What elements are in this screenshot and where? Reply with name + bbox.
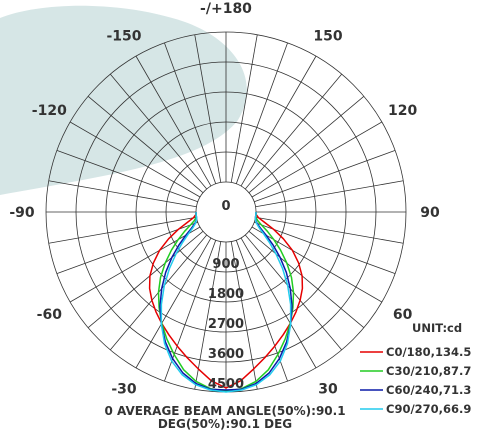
grid-spoke	[135, 55, 212, 187]
legend-entry-label: C60/240,71.3	[386, 383, 471, 397]
grid-spoke	[230, 34, 258, 183]
legend: UNIT:cd C0/180,134.5 C30/210,87.7 C60/240,…	[360, 321, 471, 416]
angle-tick-label: -120	[32, 103, 67, 119]
grid-spoke	[255, 180, 404, 208]
angle-tick-label: 90	[420, 205, 440, 221]
grid-spoke	[56, 221, 198, 274]
series-curve	[159, 211, 293, 391]
grid-spoke	[69, 121, 201, 198]
angle-tick-label: -60	[37, 307, 63, 323]
grid-spoke	[248, 95, 365, 194]
angle-tick-label: 150	[313, 28, 342, 44]
angle-tick-label: 60	[393, 307, 413, 323]
radial-tick-label: 2700	[208, 317, 244, 332]
angle-tick-label: 120	[388, 103, 417, 119]
grid-spoke	[255, 216, 404, 244]
angle-tick-label: -/+180	[200, 1, 252, 17]
legend-entry-label: C90/270,66.9	[386, 402, 471, 416]
angle-tick-label: -150	[106, 28, 141, 44]
grid-spoke	[135, 237, 212, 369]
series-curves	[148, 211, 304, 393]
grid-spoke	[194, 34, 222, 183]
radial-tick-label: 3600	[208, 347, 244, 362]
grid-spoke	[48, 216, 197, 244]
legend-entry-label: C30/210,87.7	[386, 364, 471, 378]
angle-tick-label: -30	[111, 382, 137, 398]
grid-spoke	[251, 121, 383, 198]
grid-spoke	[230, 241, 258, 390]
grid-spoke	[254, 150, 396, 203]
angle-tick-label: -90	[9, 205, 35, 221]
grid-spoke	[244, 73, 343, 190]
grid-spoke	[240, 55, 317, 187]
grid-spoke	[87, 230, 204, 329]
grid-spoke	[194, 241, 222, 390]
grid-spoke	[56, 150, 198, 203]
grid-spoke	[254, 221, 396, 274]
grid-spoke	[240, 237, 317, 369]
radial-tick-label: 4500	[208, 377, 244, 392]
radial-tick-label: 900	[212, 257, 239, 272]
series-curve	[160, 211, 292, 393]
angle-labels: -/+180 -150 150 -120 120 -90 90 -60 60 -30 30	[9, 1, 440, 398]
series-curve	[148, 211, 304, 389]
grid-spoke	[48, 180, 197, 208]
radial-tick-label: 0	[221, 199, 230, 214]
grid-spoke	[235, 42, 288, 184]
radial-tick-label: 1800	[208, 287, 244, 302]
background-blob	[0, 5, 247, 195]
legend-entry-label: C0/180,134.5	[386, 345, 471, 359]
beam-angle-footer: 0 AVERAGE BEAM ANGLE(50%):90.1 DEG(50%):…	[104, 404, 346, 431]
radial-labels: 0 900 1800 2700 3600 4500	[208, 199, 244, 392]
grid-spoke	[109, 73, 208, 190]
grid-spoke	[87, 95, 204, 194]
angle-tick-label: 30	[318, 382, 338, 398]
unit-label: UNIT:cd	[412, 321, 462, 335]
grid-spoke	[164, 42, 217, 184]
grid-spoke	[248, 230, 365, 329]
